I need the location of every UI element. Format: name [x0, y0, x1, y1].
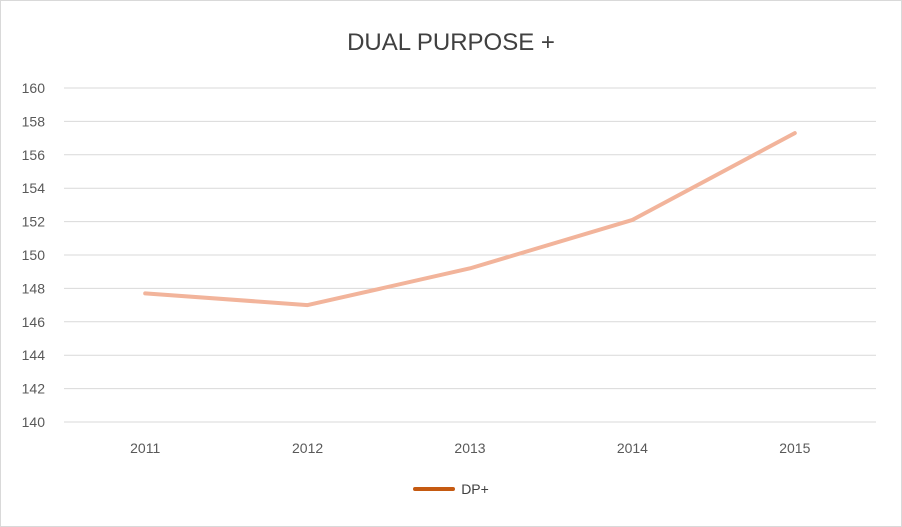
x-axis-ticks: 2011 2012 2013 2014 2015 [130, 440, 810, 456]
series-line-dp-plus [143, 131, 797, 308]
y-tick-label: 146 [22, 314, 46, 330]
y-tick-label: 154 [22, 180, 46, 196]
x-tick-label: 2012 [292, 440, 323, 456]
y-tick-label: 158 [22, 113, 46, 129]
data-point [143, 291, 147, 295]
chart-title: DUAL PURPOSE + [347, 29, 555, 56]
y-tick-label: 144 [22, 347, 46, 363]
x-tick-label: 2011 [130, 440, 160, 456]
y-tick-label: 152 [22, 214, 46, 230]
data-point [468, 266, 472, 270]
x-tick-label: 2015 [779, 440, 810, 456]
series-layer [143, 131, 797, 308]
legend: DP+ [1, 481, 901, 497]
x-tick-label: 2014 [617, 440, 648, 456]
x-tick-label: 2013 [454, 440, 485, 456]
y-tick-label: 148 [22, 280, 46, 296]
data-point [306, 303, 310, 307]
data-point [630, 218, 634, 222]
gridlines [64, 87, 876, 423]
y-tick-label: 156 [22, 147, 46, 163]
legend-label-dp-plus: DP+ [461, 481, 489, 497]
y-tick-label: 150 [22, 247, 46, 263]
y-tick-label: 142 [22, 381, 46, 397]
data-point [793, 131, 797, 135]
y-tick-label: 140 [22, 414, 46, 430]
y-tick-label: 160 [22, 80, 46, 96]
legend-swatch-dp-plus [413, 487, 456, 491]
y-axis-ticks: 140 142 144 146 148 150 152 154 156 158 160 [22, 80, 46, 430]
